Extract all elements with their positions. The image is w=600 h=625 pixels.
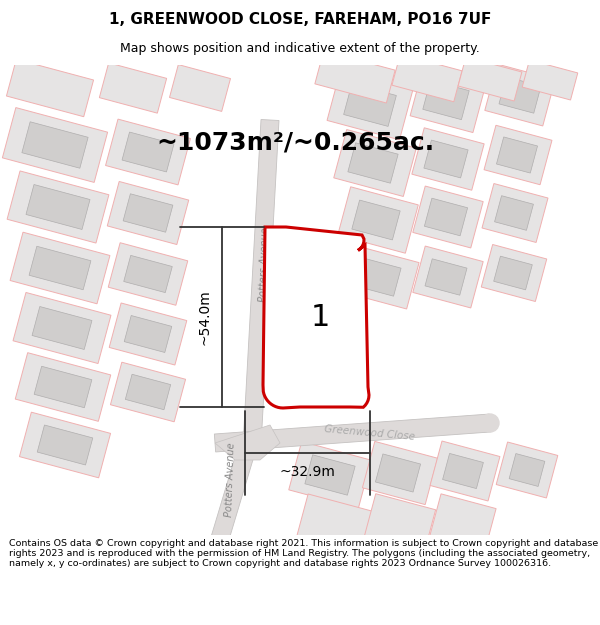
Polygon shape — [100, 63, 167, 113]
Polygon shape — [458, 57, 522, 101]
Polygon shape — [430, 494, 496, 550]
Polygon shape — [482, 184, 548, 242]
Polygon shape — [425, 259, 467, 295]
Polygon shape — [15, 352, 111, 421]
Polygon shape — [108, 242, 188, 305]
Polygon shape — [334, 129, 416, 196]
Polygon shape — [124, 316, 172, 352]
Polygon shape — [376, 454, 421, 492]
Polygon shape — [413, 186, 483, 248]
Polygon shape — [410, 68, 486, 132]
Polygon shape — [125, 374, 170, 410]
Polygon shape — [10, 232, 110, 304]
Polygon shape — [413, 246, 483, 308]
Polygon shape — [109, 303, 187, 365]
Polygon shape — [243, 119, 279, 446]
Polygon shape — [494, 256, 532, 290]
Polygon shape — [362, 441, 437, 504]
Polygon shape — [424, 198, 467, 236]
Polygon shape — [484, 125, 552, 185]
Polygon shape — [496, 442, 558, 498]
Text: Potters Avenue: Potters Avenue — [224, 442, 236, 518]
Polygon shape — [355, 258, 401, 296]
Polygon shape — [305, 455, 355, 495]
Polygon shape — [26, 184, 90, 229]
Polygon shape — [110, 362, 185, 422]
Polygon shape — [296, 494, 374, 556]
Text: ~32.9m: ~32.9m — [280, 465, 335, 479]
Polygon shape — [344, 84, 397, 126]
Text: Greenwood Close: Greenwood Close — [324, 424, 416, 442]
Polygon shape — [34, 366, 92, 408]
Polygon shape — [494, 196, 533, 230]
Polygon shape — [107, 181, 189, 244]
Polygon shape — [424, 140, 468, 178]
Polygon shape — [22, 122, 88, 168]
Polygon shape — [206, 442, 257, 558]
Polygon shape — [430, 441, 500, 501]
Polygon shape — [215, 425, 280, 460]
Polygon shape — [443, 453, 484, 489]
Polygon shape — [348, 143, 398, 183]
Text: Potters Avenue: Potters Avenue — [258, 228, 270, 302]
Polygon shape — [7, 59, 94, 117]
Polygon shape — [106, 119, 190, 185]
Polygon shape — [315, 51, 395, 103]
Polygon shape — [412, 127, 484, 190]
Polygon shape — [289, 441, 371, 509]
Polygon shape — [29, 246, 91, 290]
Text: 1, GREENWOOD CLOSE, FAREHAM, PO16 7UF: 1, GREENWOOD CLOSE, FAREHAM, PO16 7UF — [109, 12, 491, 27]
Polygon shape — [327, 70, 413, 140]
Polygon shape — [214, 414, 491, 452]
Polygon shape — [32, 306, 92, 349]
Text: Contains OS data © Crown copyright and database right 2021. This information is : Contains OS data © Crown copyright and d… — [9, 539, 598, 568]
Circle shape — [481, 414, 499, 432]
Polygon shape — [499, 77, 541, 113]
Polygon shape — [19, 412, 110, 478]
Polygon shape — [496, 137, 538, 173]
Polygon shape — [341, 245, 419, 309]
Polygon shape — [364, 494, 436, 552]
Polygon shape — [13, 292, 111, 364]
Polygon shape — [170, 64, 230, 111]
Polygon shape — [423, 81, 469, 119]
Polygon shape — [338, 187, 418, 253]
Polygon shape — [392, 54, 462, 102]
Text: 1: 1 — [310, 302, 329, 331]
Polygon shape — [352, 200, 400, 240]
Polygon shape — [124, 256, 172, 292]
Polygon shape — [481, 244, 547, 301]
Polygon shape — [522, 60, 578, 100]
Polygon shape — [509, 454, 545, 486]
Text: ~54.0m: ~54.0m — [198, 289, 212, 345]
Polygon shape — [485, 64, 555, 126]
Polygon shape — [263, 227, 369, 408]
Polygon shape — [2, 107, 107, 182]
Polygon shape — [37, 425, 93, 465]
Text: Map shows position and indicative extent of the property.: Map shows position and indicative extent… — [120, 42, 480, 55]
Polygon shape — [7, 171, 109, 243]
Polygon shape — [123, 194, 173, 232]
Text: ~1073m²/~0.265ac.: ~1073m²/~0.265ac. — [156, 130, 434, 154]
Polygon shape — [122, 132, 174, 172]
